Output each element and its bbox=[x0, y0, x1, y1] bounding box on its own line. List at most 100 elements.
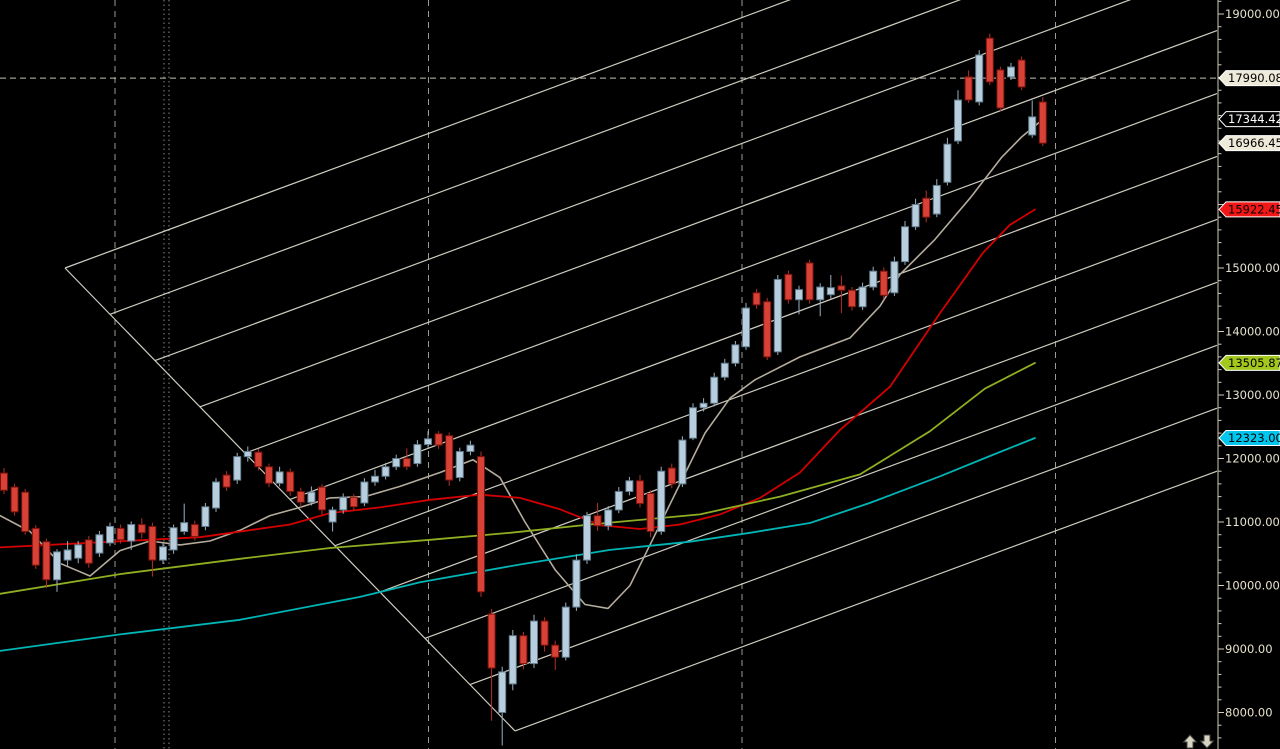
candle-up bbox=[106, 525, 114, 544]
candle-up bbox=[901, 226, 909, 263]
candle-up bbox=[201, 506, 210, 527]
price-axis[interactable]: 19000.00 15000.00 14000.00 13000.00 12000.00… bbox=[1217, 0, 1280, 749]
candle-up bbox=[561, 606, 570, 658]
price-tag-value: 13505.87 bbox=[1228, 356, 1280, 370]
candle-down bbox=[922, 197, 931, 218]
price-tag-value: 12323.00 bbox=[1228, 431, 1280, 445]
candle-down bbox=[10, 486, 19, 513]
candles-layer bbox=[0, 33, 1047, 746]
ascending-channel-line[interactable] bbox=[424, 344, 1218, 639]
candle-up bbox=[328, 509, 337, 523]
candle-up bbox=[455, 451, 464, 479]
price-tag bbox=[1218, 429, 1280, 446]
ma-red bbox=[0, 208, 1036, 549]
candle-down bbox=[190, 524, 199, 538]
candle-up bbox=[731, 344, 740, 364]
candle-down bbox=[445, 435, 454, 481]
axis-price-label: 9000.00 bbox=[1225, 642, 1273, 656]
candle-down bbox=[805, 262, 814, 301]
ascending-channel-line[interactable] bbox=[154, 0, 1217, 362]
price-tag-value: 15922.45 bbox=[1228, 202, 1280, 216]
candle-up bbox=[424, 438, 432, 446]
candle-down bbox=[21, 491, 30, 533]
candle-down bbox=[551, 644, 560, 658]
price-tag bbox=[1218, 70, 1280, 87]
candle-down bbox=[254, 451, 263, 468]
candle-up bbox=[710, 376, 719, 404]
candle-down bbox=[487, 613, 496, 669]
candle-up bbox=[212, 481, 220, 509]
candle-up bbox=[127, 524, 136, 542]
candle-down bbox=[137, 524, 146, 534]
candle-down bbox=[42, 541, 51, 581]
ascending-channel-line[interactable] bbox=[514, 470, 1218, 732]
candle-up bbox=[625, 480, 634, 493]
candle-up bbox=[371, 475, 379, 483]
ascending-channel-line[interactable] bbox=[289, 155, 1218, 501]
candle-up bbox=[360, 481, 369, 504]
candle-down bbox=[540, 620, 549, 646]
axis-price-label: 15000.00 bbox=[1225, 261, 1280, 275]
ascending-channel-line[interactable] bbox=[64, 0, 1217, 269]
candle-down bbox=[265, 466, 273, 484]
candle-down bbox=[1017, 59, 1026, 88]
candle-up bbox=[657, 470, 666, 533]
candle-down bbox=[148, 525, 157, 561]
ascending-channel-line[interactable] bbox=[199, 30, 1218, 408]
candle-down bbox=[318, 486, 326, 511]
candle-up bbox=[869, 270, 878, 288]
axis-price-label: 19000.00 bbox=[1225, 7, 1280, 21]
ascending-channel-line[interactable] bbox=[469, 407, 1218, 686]
candle-up bbox=[943, 143, 952, 183]
candle-up bbox=[381, 466, 390, 477]
candle-down bbox=[296, 491, 305, 503]
candle-up bbox=[720, 362, 729, 378]
candle-up bbox=[689, 407, 697, 439]
candle-up bbox=[583, 515, 591, 561]
candle-down bbox=[996, 69, 1005, 109]
candle-up bbox=[169, 527, 178, 551]
ma-cyan bbox=[0, 437, 1036, 652]
axis-price-label: 11000.00 bbox=[1225, 515, 1280, 529]
axis-scroll-up-icon[interactable] bbox=[1182, 734, 1198, 749]
axis-scroll-down-icon[interactable] bbox=[1199, 734, 1215, 749]
candle-down bbox=[31, 527, 40, 566]
candle-up bbox=[858, 286, 867, 308]
candle-down bbox=[349, 496, 358, 508]
candle-down bbox=[964, 76, 973, 101]
candle-up bbox=[53, 551, 61, 581]
candle-up bbox=[604, 509, 613, 527]
candle-up bbox=[911, 204, 920, 228]
price-tag-value: 17990.08 bbox=[1228, 71, 1280, 85]
candle-down bbox=[879, 270, 888, 296]
candle-up bbox=[508, 635, 517, 685]
candle-up bbox=[159, 546, 167, 561]
ascending-channel-line[interactable] bbox=[109, 0, 1217, 315]
candle-down bbox=[646, 492, 655, 533]
candle-up bbox=[1028, 116, 1037, 136]
candle-down bbox=[84, 539, 93, 564]
candle-down bbox=[985, 37, 994, 83]
ma-cyan-line bbox=[0, 437, 1036, 652]
trendlines[interactable] bbox=[64, 0, 1218, 732]
price-tag bbox=[1218, 111, 1280, 128]
candle-up bbox=[795, 289, 803, 301]
candle-down bbox=[286, 471, 295, 493]
candle-up bbox=[63, 549, 72, 561]
candle-down bbox=[519, 635, 528, 665]
candle-up bbox=[392, 458, 401, 468]
candle-up bbox=[466, 444, 475, 453]
ascending-channel-line[interactable] bbox=[379, 281, 1218, 593]
ascending-channel-line[interactable] bbox=[244, 92, 1218, 454]
candle-down bbox=[222, 474, 231, 488]
candle-down bbox=[763, 301, 772, 358]
candle-up bbox=[1007, 66, 1015, 78]
descending-trendline[interactable] bbox=[64, 267, 516, 732]
candle-up bbox=[932, 184, 941, 215]
price-tag bbox=[1218, 201, 1280, 218]
candle-up bbox=[890, 261, 899, 294]
